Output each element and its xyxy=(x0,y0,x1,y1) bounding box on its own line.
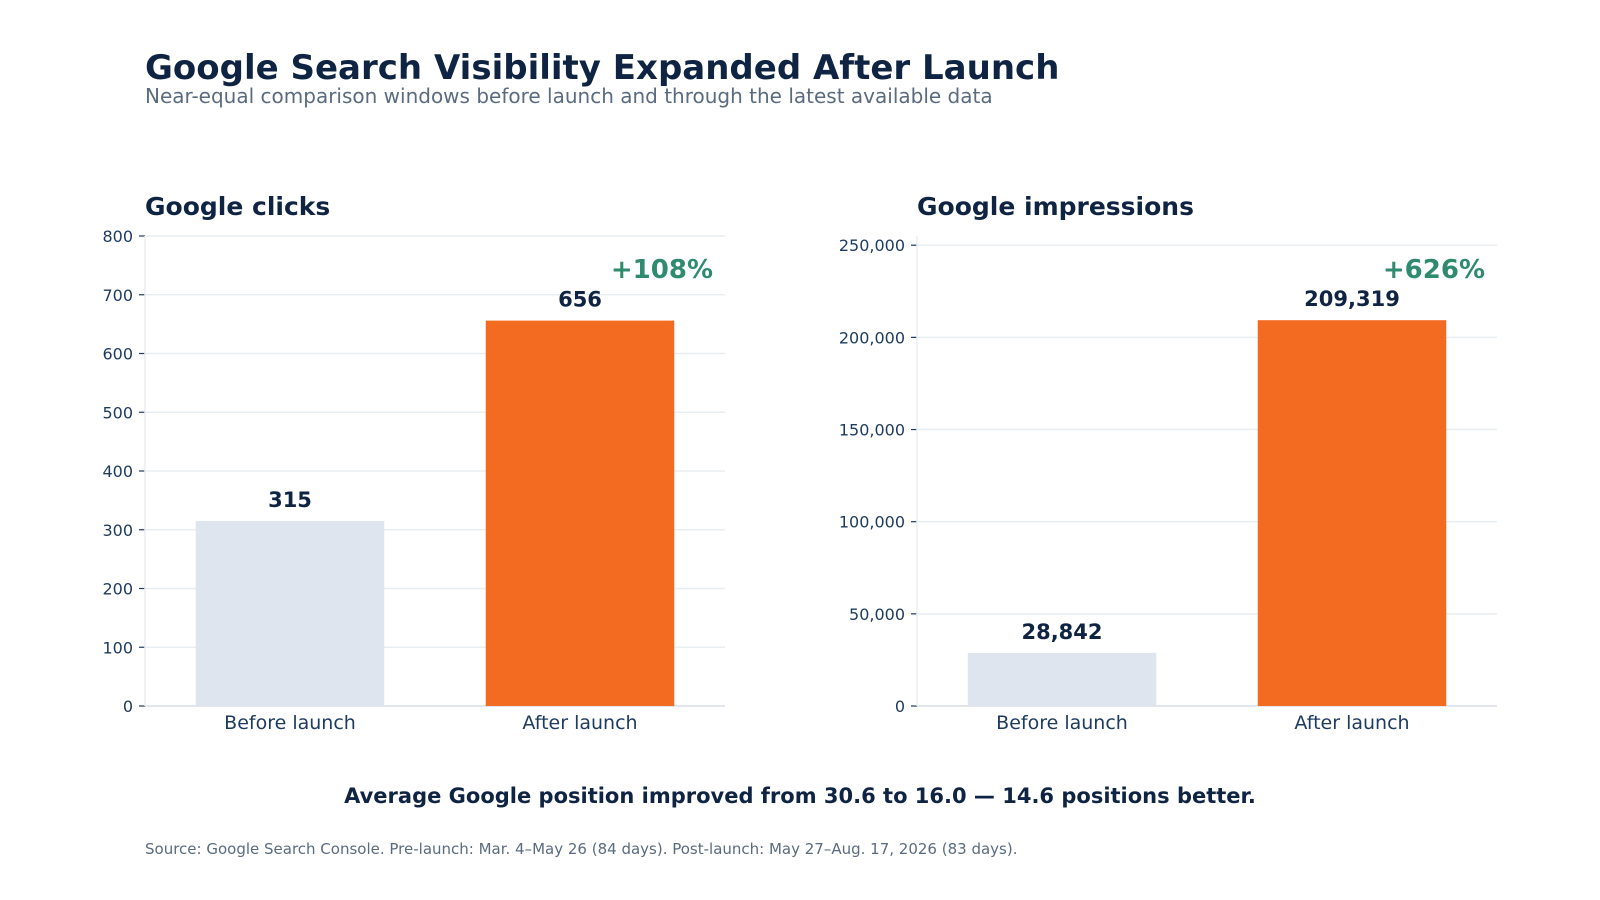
y-tick-label: 400 xyxy=(102,462,133,481)
bar-before xyxy=(967,652,1157,706)
change-label: +626% xyxy=(1383,255,1485,285)
summary-note: Average Google position improved from 30… xyxy=(344,784,1256,808)
bar-value-label: 656 xyxy=(558,288,602,312)
page-subtitle: Near-equal comparison windows before lau… xyxy=(145,84,993,108)
x-tick-label: Before launch xyxy=(224,712,356,734)
x-tick-label: After launch xyxy=(1294,712,1409,734)
bar-before xyxy=(195,520,385,706)
y-tick-label: 200,000 xyxy=(839,328,905,347)
chart-title: Google impressions xyxy=(917,192,1194,221)
y-tick-label: 250,000 xyxy=(839,236,905,255)
y-tick-label: 0 xyxy=(123,697,133,716)
y-tick-label: 100,000 xyxy=(839,513,905,532)
x-tick-label: After launch xyxy=(522,712,637,734)
x-tick-label: Before launch xyxy=(996,712,1128,734)
chart-panel-1: Google clicks 0 100 200 300 400 500 600 700 800 31… xyxy=(102,192,725,734)
y-tick-label: 500 xyxy=(102,403,133,422)
chart-panel-2: Google impressions 0 50,000 100,000 150,000 2… xyxy=(839,192,1497,734)
bar-value-label: 28,842 xyxy=(1021,620,1102,644)
y-tick-label: 300 xyxy=(102,521,133,540)
y-tick-label: 150,000 xyxy=(839,421,905,440)
y-tick-label: 600 xyxy=(102,345,133,364)
y-tick-label: 800 xyxy=(102,227,133,246)
y-tick-label: 50,000 xyxy=(849,605,905,624)
source-note: Source: Google Search Console. Pre-launc… xyxy=(145,840,1018,858)
chart-title: Google clicks xyxy=(145,192,330,221)
y-tick-label: 100 xyxy=(102,638,133,657)
bar-value-label: 315 xyxy=(268,488,312,512)
y-tick-label: 200 xyxy=(102,580,133,599)
y-tick-label: 700 xyxy=(102,286,133,305)
bar-value-label: 209,319 xyxy=(1304,287,1400,311)
y-tick-label: 0 xyxy=(895,697,905,716)
charts-canvas: Google clicks 0 100 200 300 400 500 600 700 800 31… xyxy=(102,192,1497,734)
bar-after xyxy=(1257,320,1447,706)
bar-after xyxy=(485,320,675,706)
page-title: Google Search Visibility Expanded After … xyxy=(145,48,1060,88)
change-label: +108% xyxy=(611,255,713,285)
